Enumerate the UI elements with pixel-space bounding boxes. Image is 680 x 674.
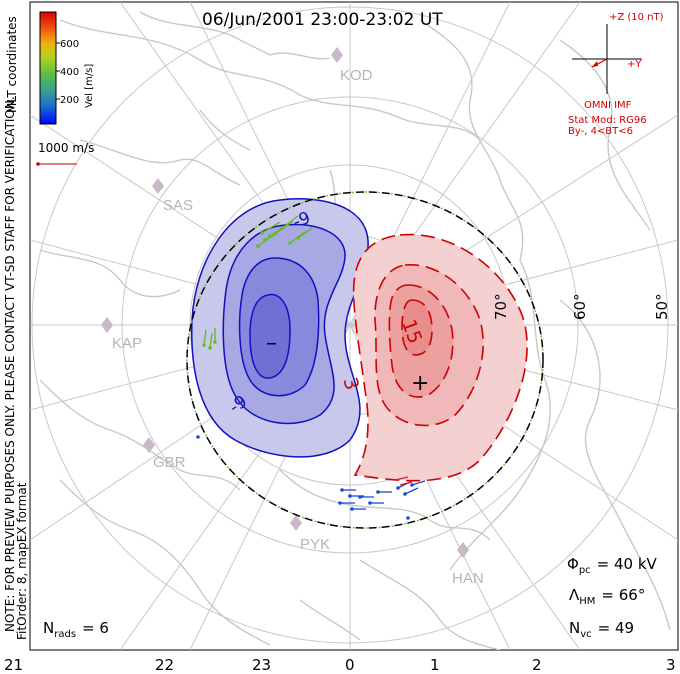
contour-label-neg: -9	[290, 208, 313, 233]
site-marker-han	[457, 542, 469, 558]
n-vc-sub: vc	[580, 629, 591, 640]
svg-text:Nrads= 6: Nrads = 6	[43, 619, 109, 640]
svg-text:Nvc= 49: Nvc = 49	[569, 619, 634, 640]
potential-max-marker: +	[411, 371, 429, 396]
n-rads-symbol: N	[43, 619, 54, 637]
lambda-hm-sub: HM	[579, 596, 595, 607]
site-marker-pyk	[290, 515, 302, 531]
n-rads-value: = 6	[82, 619, 109, 637]
imf-z-label: +Z (10 nT)	[609, 12, 664, 23]
site-marker-sas	[152, 178, 164, 194]
contour-label-pos2: 3	[339, 375, 363, 392]
coastlines	[39, 11, 671, 650]
n-rads-sub: rads	[54, 629, 76, 640]
site-marker-gbr	[143, 437, 155, 453]
site-label-kap: KAP	[112, 335, 142, 352]
vector-origins-green	[202, 226, 300, 350]
mlt-tick-21: 21	[4, 656, 23, 674]
site-label-sas: SAS	[163, 197, 193, 214]
hm-boundary	[186, 191, 544, 529]
vector-origins-blue	[196, 435, 414, 520]
lat-label-60: 60°	[571, 293, 589, 320]
hm-boundary-vectors	[186, 191, 544, 529]
mlt-axis: 21 22 23 0 1 2 3	[4, 656, 676, 674]
lambda-hm-symbol: Λ	[569, 586, 580, 604]
positive-potential-cell	[352, 233, 528, 482]
lat-label-70: 70°	[492, 293, 510, 320]
n-vc-value: = 49	[598, 619, 634, 637]
fit-statistics: Φpc = 40 kV ΛHM = 66° Nvc = 49 Nrads = 6	[43, 555, 658, 640]
velocity-vectors-green	[203, 215, 313, 349]
svg-text:ΛHM= 66°: ΛHM = 66°	[569, 586, 645, 607]
imf-model: Stat Mod: RG96	[568, 115, 647, 126]
site-marker-kod	[331, 47, 343, 63]
phi-pc-value: = 40 kV	[597, 555, 658, 573]
mlt-tick-2: 2	[532, 656, 542, 674]
velocity-vectors-red	[394, 476, 413, 486]
mlt-tick-22: 22	[155, 656, 174, 674]
coordinates-label: MLT coordinates	[5, 16, 19, 113]
vector-scale-label: 1000 m/s	[38, 141, 94, 155]
site-label-pyk: PYK	[300, 536, 330, 553]
imf-source: OMNI IMF	[584, 100, 632, 111]
svg-text:Φpc= 40 kV: Φpc = 40 kV	[567, 555, 658, 576]
n-vc-symbol: N	[569, 619, 580, 637]
imf-y-label: +Y	[627, 59, 642, 70]
negative-potential-cell	[191, 198, 369, 458]
phi-pc-sub: pc	[579, 565, 591, 576]
mlt-tick-0: 0	[345, 656, 355, 674]
colorbar-label: Vel [m/s]	[84, 64, 95, 108]
lambda-hm-value: = 66°	[601, 586, 645, 604]
velocity-colorbar	[39, 11, 57, 125]
mlt-tick-1: 1	[430, 656, 440, 674]
colorbar-tick-400: 400	[60, 67, 79, 78]
fit-order-note: FitOrder: 8, mapEX format	[15, 482, 29, 640]
imf-condition: By-, 4<BT<6	[568, 126, 633, 137]
phi-pc-symbol: Φ	[567, 555, 579, 573]
site-label-gbr: GBR	[153, 454, 186, 471]
colorbar-tick-600: 600	[60, 39, 79, 50]
lat-label-50: 50°	[653, 293, 671, 320]
preview-note: NOTE: FOR PREVIEW PURPOSES ONLY. PLEASE …	[3, 96, 17, 632]
site-label-kod: KOD	[340, 67, 373, 84]
site-marker-kap	[101, 317, 113, 333]
site-label-han: HAN	[452, 570, 484, 587]
colorbar-tick-200: 200	[60, 95, 79, 106]
potential-min-marker: –	[266, 331, 277, 356]
plot-title: 06/Jun/2001 23:00-23:02 UT	[202, 10, 443, 30]
mlt-tick-23: 23	[252, 656, 271, 674]
mlt-tick-3: 3	[666, 656, 676, 674]
radar-site-markers	[101, 47, 469, 558]
